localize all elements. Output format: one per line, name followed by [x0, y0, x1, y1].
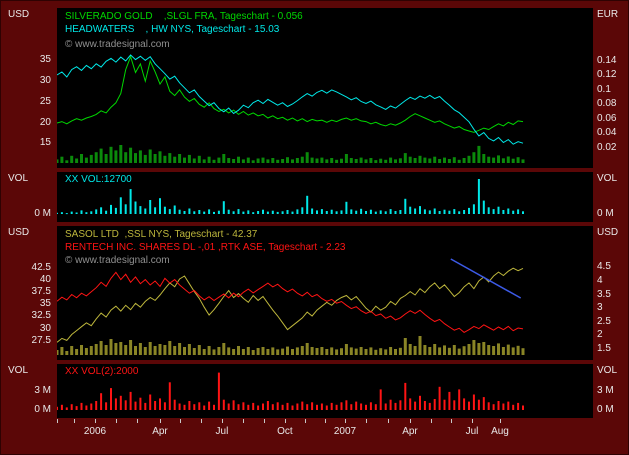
volume-chart-canvas-2[interactable] [57, 364, 593, 418]
time-axis-tick [242, 419, 244, 423]
time-axis-label: Jul [215, 426, 229, 437]
time-axis-label: Jul [465, 426, 479, 437]
axis-unit-label-right-price1: EUR [597, 9, 619, 20]
time-axis-tick [57, 419, 58, 423]
axis-tick-label: 27.5 [31, 334, 51, 346]
axis-unit-label-right-vol2: VOL [597, 365, 618, 376]
time-axis-tick [263, 419, 265, 423]
axis-tick-label: 0.02 [597, 141, 617, 153]
time-axis-tick [430, 419, 432, 423]
axis-unit-label-right-price2: USD [597, 227, 619, 238]
axis-tick-label: 25 [39, 95, 51, 107]
legend-volume-headwaters[interactable]: XX VOL:12700 [65, 174, 132, 185]
legend-silverado-gold[interactable]: SILVERADO GOLD ,SLGL FRA, Tageschart - 0… [65, 11, 303, 22]
series-line-price2-1[interactable] [57, 271, 524, 334]
axis-tick-label: 37.5 [31, 286, 51, 298]
volume-chart-canvas-1[interactable] [57, 172, 593, 222]
volume-bars-vol2 [57, 372, 524, 410]
time-axis-tick [115, 419, 117, 423]
series-line-price1-1[interactable] [57, 54, 524, 145]
time-axis-label: 2006 [83, 426, 107, 437]
axis-unit-label-right-vol1: VOL [597, 173, 618, 184]
legend-rentech[interactable]: RENTECH INC. SHARES DL -,01 ,RTK ASE, Ta… [65, 242, 346, 253]
axis-tick-label: 3 [597, 302, 603, 314]
time-axis-label: 2007 [333, 426, 357, 437]
legend-headwaters[interactable]: HEADWATERS , HW NYS, Tageschart - 15.03 [65, 24, 280, 35]
axis-tick-label: 2 [597, 329, 603, 341]
axis-unit-label-left-price1: USD [8, 9, 30, 20]
time-axis-tick [180, 419, 182, 423]
time-axis-label: Aug [491, 426, 509, 437]
trendline[interactable] [450, 258, 522, 299]
axis-tick-label: 3.5 [597, 288, 611, 300]
volume-panel-headwaters: XX VOL:12700 [57, 172, 593, 222]
price-chart-panel-silverado-headwaters: SILVERADO GOLD ,SLGL FRA, Tageschart - 0… [57, 8, 593, 168]
time-axis-tick [409, 419, 411, 423]
time-axis-tick [284, 419, 286, 423]
axis-tick-label: 42.5 [31, 261, 51, 273]
time-axis-label: Apr [152, 426, 168, 437]
time-axis-tick [201, 419, 203, 423]
axis-tick-label: 2.5 [597, 315, 611, 327]
axis-tick-label: 0 M [597, 208, 614, 219]
axis-tick-label: 40 [39, 273, 51, 285]
volume-bars-vol1 [57, 179, 524, 215]
axis-tick-label: 4.5 [597, 261, 611, 273]
legend-sasol[interactable]: SASOL LTD ,SSL NYS, Tageschart - 42.37 [65, 229, 258, 240]
time-axis-label: Oct [277, 426, 293, 437]
axis-tick-label: 0 M [34, 404, 51, 415]
time-axis-tick [304, 419, 306, 423]
axis-tick-label: 35 [39, 54, 51, 66]
axis-tick-label: 0.08 [597, 98, 617, 110]
axis-tick-label: 0 M [34, 208, 51, 219]
time-axis-tick [344, 419, 346, 423]
time-axis-tick [324, 419, 326, 423]
axis-tick-label: 35 [39, 298, 51, 310]
time-axis-tick [94, 419, 96, 423]
series-line-price2-0[interactable] [57, 267, 524, 343]
time-axis: 2006 Apr Jul Oct 2007 Apr Jul Aug [0, 418, 629, 455]
axis-tick-label: 0.14 [597, 54, 617, 66]
axis-tick-label: 0.12 [597, 69, 617, 81]
axis-tick-label: 30 [39, 75, 51, 87]
time-axis-label: Apr [402, 426, 418, 437]
time-axis-tick [221, 419, 223, 423]
price-chart-canvas-1[interactable] [57, 8, 593, 168]
axis-tick-label: 15 [39, 137, 51, 149]
time-axis-tick [136, 419, 138, 423]
right-axis-margin: EUR 0.14 0.12 0.1 0.08 0.06 0.04 0.02 VOL 0 M USD 4… [593, 0, 629, 455]
legend-volume-rentech[interactable]: XX VOL(2):2000 [65, 366, 139, 377]
time-axis-tick [388, 419, 390, 423]
price-chart-panel-sasol-rentech: SASOL LTD ,SSL NYS, Tageschart - 42.37 R… [57, 226, 593, 360]
time-axis-tick [74, 419, 76, 423]
time-axis-tick [159, 419, 161, 423]
price-chart-canvas-2[interactable] [57, 226, 593, 360]
tradesignal-watermark: © www.tradesignal.com [65, 39, 170, 50]
axis-tick-label: 20 [39, 116, 51, 128]
axis-unit-label-left-vol1: VOL [8, 173, 29, 184]
axis-tick-label: 0.04 [597, 127, 617, 139]
time-axis-tick [366, 419, 368, 423]
volume-panel-rentech: XX VOL(2):2000 [57, 364, 593, 418]
time-axis-tick [499, 419, 501, 423]
axis-tick-label: 32.5 [31, 310, 51, 322]
axis-tick-label: 3 M [34, 384, 51, 396]
axis-tick-label: 0.1 [597, 83, 611, 95]
axis-tick-label: 1.5 [597, 342, 611, 354]
axis-tick-label: 30 [39, 322, 51, 334]
series-line-price1-0[interactable] [57, 55, 524, 133]
sasol-volume-overlay-bars [57, 336, 525, 355]
axis-tick-label: 0 M [597, 404, 614, 415]
left-axis-margin: USD 35 30 25 20 15 VOL 0 M USD 42.5 40 37.5 35 32.5 30… [0, 0, 57, 455]
time-axis-tick [451, 419, 453, 423]
axis-tick-label: 4 [597, 274, 603, 286]
time-axis-tick [471, 419, 473, 423]
silverado-volume-overlay-bars [57, 145, 525, 163]
axis-unit-label-left-vol2: VOL [8, 365, 29, 376]
axis-unit-label-left-price2: USD [8, 227, 30, 238]
tradesignal-watermark: © www.tradesignal.com [65, 255, 170, 266]
axis-tick-label: 3 M [597, 384, 614, 396]
axis-tick-label: 0.06 [597, 112, 617, 124]
